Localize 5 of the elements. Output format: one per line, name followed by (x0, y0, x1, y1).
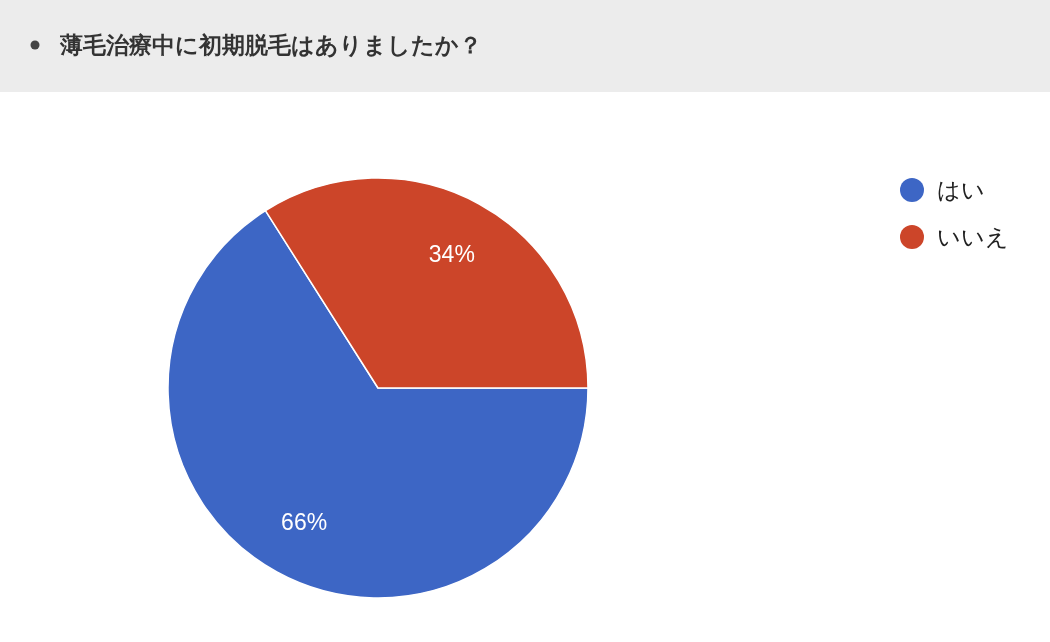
data-label: 66% (281, 509, 328, 536)
data-label: 34% (428, 240, 475, 267)
legend-label: いいえ (937, 224, 1009, 250)
chart-title: 薄毛治療中に初期脱毛はありましたか？ (59, 32, 482, 58)
legend-label: はい (937, 177, 985, 203)
